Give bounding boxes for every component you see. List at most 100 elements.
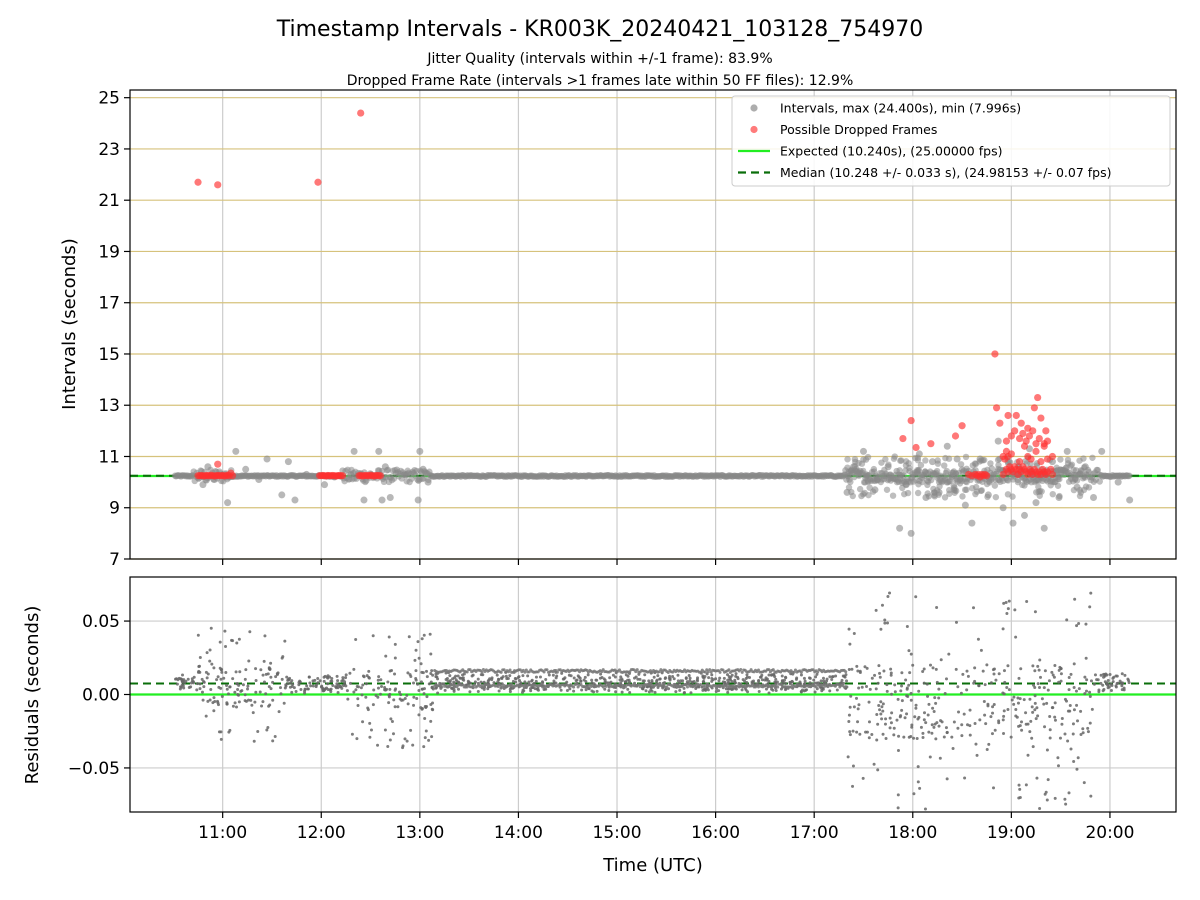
residual-point [1084,656,1088,660]
residual-point [1033,694,1037,698]
residual-point [582,678,586,682]
residual-point [436,677,440,681]
legend-label: Possible Dropped Frames [780,122,937,137]
residual-point [814,675,818,679]
residual-point [1089,794,1093,798]
residual-point [973,666,977,670]
interval-point [941,474,949,481]
residual-point [391,732,395,736]
residual-point [480,670,484,674]
dropped-frame-point [1015,458,1024,466]
residual-point [1032,683,1036,687]
residual-point [195,688,199,692]
residual-point [1083,692,1087,696]
interval-point [1040,524,1048,532]
residual-point [929,663,933,667]
residual-point [784,681,788,685]
residual-point [253,700,257,704]
residual-point [1012,695,1016,699]
residual-point [650,678,654,682]
residual-point [461,677,465,681]
interval-point [902,481,910,489]
residual-point [885,683,889,687]
residual-point [1013,608,1017,612]
residual-point [511,679,515,683]
residual-point [905,625,909,629]
interval-point [255,476,263,484]
interval-point [895,478,902,485]
residual-point [710,673,714,677]
residual-point [291,682,295,686]
interval-point [284,458,292,466]
residual-point [508,674,512,678]
residual-point [468,681,472,685]
interval-point [961,501,969,509]
residual-point [714,690,718,694]
residual-point [914,703,918,707]
residual-point [527,680,531,684]
residual-point [205,651,209,655]
residual-point [962,712,966,716]
residual-point [714,677,718,681]
residual-point [268,667,272,671]
residual-point [282,701,286,705]
residual-point [935,606,939,610]
residual-point [678,688,682,692]
residual-point [994,678,998,682]
residual-point [909,698,913,702]
residual-point [983,713,987,717]
residual-point [590,678,594,682]
residual-point [1002,669,1006,673]
residual-point [420,687,424,691]
residual-point [1031,664,1035,668]
residual-point [563,676,567,680]
residual-point [937,696,941,700]
residual-point [436,691,440,695]
residual-point [1058,736,1062,740]
residual-point [414,669,418,673]
residual-point [662,682,666,686]
interval-point [952,476,959,483]
residual-point [1109,689,1113,693]
residual-point [1120,681,1124,685]
residual-point [219,730,223,734]
residual-point [277,710,281,714]
residual-point [1030,705,1034,709]
residual-point [502,668,506,672]
residual-point [889,667,893,671]
residual-point [930,731,934,735]
residual-point [417,688,421,692]
interval-point [1098,447,1106,455]
residual-point [1043,669,1047,673]
dropped-frame-point [339,472,347,480]
legend-label: Intervals, max (24.400s), min (7.996s) [780,101,1021,116]
interval-point [891,453,898,460]
residual-point [1051,706,1055,710]
residual-point [897,734,901,738]
residual-point [243,693,247,697]
residual-point [408,673,412,677]
dropped-frame-point [1032,447,1040,455]
residual-point [398,697,402,701]
residual-point [256,729,260,733]
residual-point [386,745,390,749]
residual-point [793,685,797,689]
residual-point [545,668,549,672]
residual-point [376,695,380,699]
residual-point [249,698,253,702]
residual-point [345,689,349,693]
residual-point [1002,714,1006,718]
residual-point [1126,677,1130,681]
residual-point [265,728,269,732]
residual-point [572,685,576,689]
residual-point [1017,796,1021,800]
residual-point [881,732,885,736]
residual-point [909,691,913,695]
residual-point [412,703,416,707]
residual-point [656,674,660,678]
residual-point [1024,711,1028,715]
residual-point [425,669,429,673]
residual-point [514,677,518,681]
residual-point [1071,732,1075,736]
residual-point [888,591,892,595]
